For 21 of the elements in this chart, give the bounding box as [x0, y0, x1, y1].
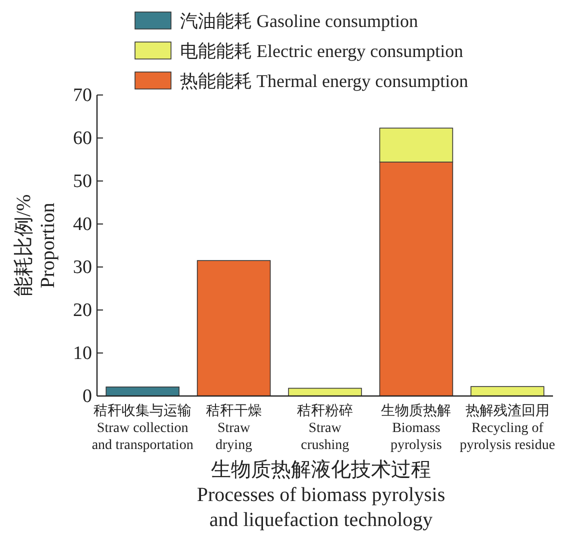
y-tick-label: 50 — [73, 171, 92, 192]
y-tick-label: 10 — [73, 343, 92, 364]
x-tick-label: 生物质热解 Biomass pyrolysis — [381, 403, 452, 453]
bar — [106, 386, 180, 396]
y-tick-label: 40 — [73, 214, 92, 235]
y-tick-label: 0 — [82, 386, 92, 407]
x-tick-label: 秸秆收集与运输 Straw collection and transportation — [92, 403, 194, 453]
y-tick-label: 30 — [73, 257, 92, 278]
bar — [196, 260, 271, 396]
y-tick-label: 60 — [73, 128, 92, 149]
bar — [470, 386, 544, 396]
x-tick-label: 秸秆粉碎 Straw crushing — [297, 403, 353, 453]
legend-label: 电能能耗 Electric energy consumption — [180, 41, 464, 61]
legend-label: 热能能耗 Thermal energy consumption — [180, 71, 468, 91]
y-tick-label: 70 — [73, 85, 92, 106]
x-tick-label: 热解残渣回用 Recycling of pyrolysis residue — [460, 403, 556, 453]
y-axis-title: 能耗比例/% Proportion — [13, 194, 59, 297]
x-tick-label: 秸秆干燥 Straw drying — [206, 403, 262, 453]
y-tick-label: 20 — [73, 300, 92, 321]
x-axis-title: 生物质热解液化技术过程 Processes of biomass pyrolysis and liquefaction technology — [196, 459, 446, 531]
legend-label: 汽油能耗 Gasoline consumption — [180, 11, 418, 31]
